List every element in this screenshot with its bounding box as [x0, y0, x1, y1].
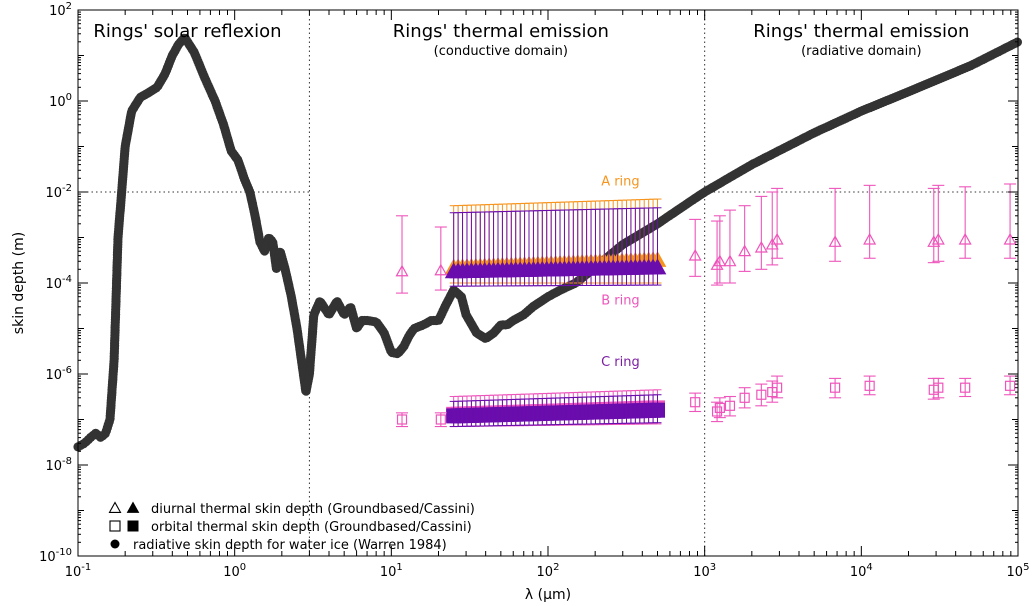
legend: diurnal thermal skin depth (Groundbased/… [108, 501, 475, 553]
y-tick-label-base: 10 [49, 4, 66, 19]
groundbased-diurnal-marker [434, 263, 448, 276]
y-tick-label: 102 [49, 1, 72, 19]
legend-label: radiative skin depth for water ice (Warr… [133, 538, 447, 553]
y-tick-label-base: 10 [45, 459, 62, 474]
y-tick-label-exponent: 2 [66, 1, 72, 12]
groundbased-orbital-marker [864, 380, 875, 391]
groundbased-diurnal-marker [1003, 232, 1017, 245]
y-tick-label: 10-6 [45, 365, 72, 383]
groundbased-diurnal-marker [754, 240, 768, 253]
groundbased-orbital-marker [960, 382, 971, 393]
x-tick-label-base: 10 [850, 565, 867, 580]
y-axis-label: skin depth (m) [11, 232, 27, 334]
x-tick-label: 105 [1007, 562, 1030, 580]
y-tick-label: 100 [49, 92, 72, 110]
x-tick-label-exponent: 4 [866, 562, 872, 573]
region-title: Rings' solar reflexion [93, 21, 281, 42]
x-tick-label-base: 10 [1007, 565, 1024, 580]
x-tick-label: 10-1 [65, 562, 92, 580]
x-tick-label-exponent: 3 [710, 562, 716, 573]
groundbased-orbital-marker [396, 414, 408, 425]
water-ice-curve-group [73, 33, 1023, 452]
x-tick-label: 101 [380, 562, 403, 580]
x-tick-label-base: 10 [537, 565, 554, 580]
groundbased-orbital-marker [933, 382, 944, 393]
groundbased-orbital-marker [690, 397, 701, 408]
region-title: Rings' thermal emission [753, 21, 969, 42]
y-tick-label-base: 10 [39, 550, 56, 565]
groundbased-diurnal-marker [688, 248, 702, 261]
legend-filled-triangle-icon [126, 501, 140, 513]
legend-filled-square-icon [127, 520, 139, 532]
axes-group: 10-1 100 101 102 103 104 10510-1010-810-610-41… [11, 1, 1029, 603]
y-tick-label-exponent: -4 [62, 274, 72, 285]
y-tick-label-base: 10 [45, 277, 62, 292]
groundbased-orbital-marker [829, 382, 841, 393]
groundbased-diurnal-marker [828, 235, 842, 247]
y-tick-label: 10-10 [39, 547, 72, 565]
x-tick-label-base: 10 [693, 565, 710, 580]
x-tick-label-base: 10 [223, 565, 240, 580]
groundbased-diurnal-marker [713, 254, 727, 267]
groundbased-diurnal-marker [863, 232, 877, 245]
groundbased-diurnal-marker [770, 232, 784, 245]
x-tick-label: 102 [537, 562, 560, 580]
groundbased-diurnal-marker [723, 254, 737, 267]
x-tick-label: 100 [223, 562, 246, 580]
y-tick-label: 10-2 [45, 183, 72, 201]
x-tick-label-exponent: 1 [396, 562, 402, 573]
y-tick-label-base: 10 [49, 95, 66, 110]
groundbased-diurnal-marker [927, 235, 941, 247]
region-title: Rings' thermal emission [393, 21, 609, 42]
x-tick-label-base: 10 [380, 565, 397, 580]
groundbased-diurnal-marker [395, 264, 409, 277]
y-tick-label-exponent: -10 [56, 547, 72, 558]
x-tick-label-exponent: 2 [553, 562, 559, 573]
y-tick-label-exponent: -6 [62, 365, 72, 376]
groundbased-diurnal-marker [931, 232, 945, 245]
x-tick-label-exponent: -1 [81, 562, 91, 573]
groundbased-orbital-marker [772, 382, 783, 393]
legend-filled-circle-icon [110, 539, 120, 549]
y-tick-label-exponent: -2 [62, 183, 72, 194]
x-tick-label-base: 10 [65, 565, 82, 580]
ring-label: A ring [601, 174, 639, 189]
reference-lines-group [78, 10, 1018, 556]
x-tick-label-exponent: 5 [1023, 562, 1029, 573]
groundbased-points-group [395, 183, 1017, 428]
legend-open-triangle-icon [108, 501, 122, 513]
x-axis-label: λ (μm) [525, 587, 571, 603]
ring-label: C ring [601, 355, 640, 370]
x-tick-label: 103 [693, 562, 716, 580]
groundbased-orbital-marker [724, 400, 736, 411]
ring-label: B ring [601, 293, 640, 308]
legend-label: diurnal thermal skin depth (Groundbased/… [151, 502, 475, 517]
y-tick-label-base: 10 [45, 368, 62, 383]
y-tick-label: 10-4 [45, 274, 72, 292]
x-tick-label: 104 [850, 562, 873, 580]
groundbased-orbital-marker [1004, 380, 1016, 391]
groundbased-diurnal-marker [958, 232, 972, 245]
groundbased-orbital-marker [711, 406, 723, 417]
legend-open-square-icon [109, 520, 121, 532]
y-tick-label-exponent: -8 [62, 456, 72, 467]
groundbased-orbital-marker [435, 414, 446, 425]
y-tick-label: 10-8 [45, 456, 72, 474]
legend-label: orbital thermal skin depth (Groundbased/… [151, 520, 472, 535]
x-tick-label-exponent: 0 [240, 562, 246, 573]
cassini-c-ring-triangle-marker [648, 258, 667, 275]
groundbased-diurnal-marker [738, 244, 752, 257]
cassini-bands-group [444, 198, 667, 428]
y-tick-label-exponent: 0 [66, 92, 72, 103]
groundbased-orbital-marker [756, 389, 767, 400]
annotations-group: Rings' solar reflexion Rings' thermal emi… [93, 21, 969, 370]
region-subtitle: (conductive domain) [434, 44, 568, 59]
groundbased-orbital-marker [739, 392, 750, 403]
region-subtitle: (radiative domain) [801, 44, 922, 59]
groundbased-orbital-marker [714, 402, 725, 413]
cassini-c-ring-square-marker [650, 402, 666, 418]
y-tick-label-base: 10 [45, 186, 62, 201]
